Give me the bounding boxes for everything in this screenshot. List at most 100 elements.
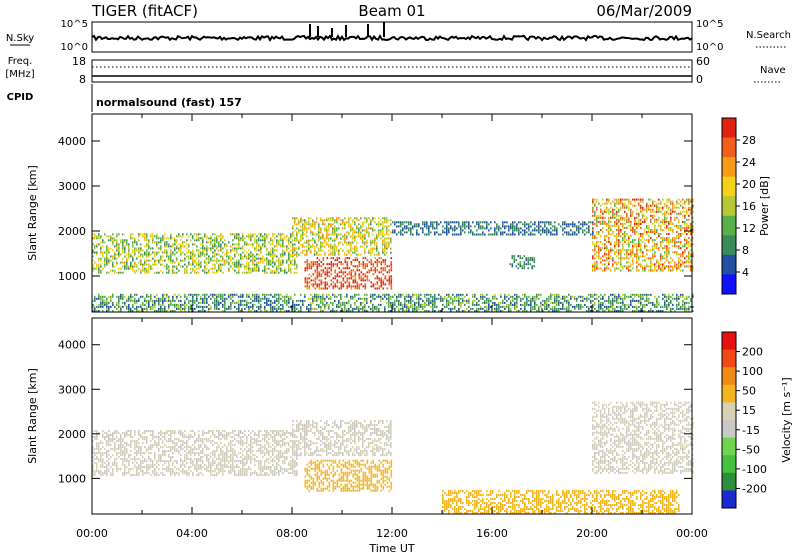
power-strong_echo-cell-44: [315, 279, 317, 281]
power-weak_band-cell-46: [414, 223, 416, 225]
power-band_west-cell-342: [158, 252, 160, 254]
power-weak_band-cell-268: [528, 227, 530, 229]
power-ground_scatter-cell-1159: [546, 308, 548, 310]
power-band_evening-cell-374: [630, 270, 632, 272]
power-band_west-cell-508: [192, 256, 194, 258]
power-strong_echo-cell-83: [323, 271, 325, 273]
power-ground_scatter-cell-329: [218, 304, 220, 306]
power-band_evening-cell-73: [598, 231, 600, 233]
power-band_west-cell-768: [240, 258, 242, 260]
power-ground_scatter-cell-1100: [522, 298, 524, 300]
power-band_evening-cell-222: [614, 199, 616, 201]
power-strong_echo-cell-3: [305, 277, 307, 279]
power-ground_scatter-cell-671: [354, 302, 356, 304]
power-band_center-cell-292: [346, 238, 348, 240]
power-weak_band-cell-355: [572, 223, 574, 225]
power-weak_band-cell-76: [430, 225, 432, 227]
power-band_evening-cell-274: [620, 261, 622, 263]
power-weak_band-cell-373: [582, 229, 584, 231]
power-band_evening-cell-910: [686, 233, 688, 235]
power-ground_scatter-cell-498: [282, 308, 284, 310]
power-band_west-cell-720: [232, 258, 234, 260]
power-band_west-cell-57: [102, 241, 104, 243]
power-band_center-cell-121: [314, 246, 316, 248]
power-band_west-cell-14: [94, 247, 96, 249]
power-band_west-cell-222: [134, 237, 136, 239]
power-band_west-cell-417: [172, 237, 174, 239]
power-band_center-cell-170: [322, 219, 324, 221]
power-weak_band-cell-19: [402, 234, 404, 236]
power-ground_scatter-cell-515: [288, 306, 290, 308]
power-band_evening-cell-472: [638, 203, 640, 205]
power-ground_scatter-cell-1233: [570, 296, 572, 298]
power-weak_band-cell-52: [418, 234, 420, 236]
power-band_center-cell-58: [302, 231, 304, 233]
power-band_evening-cell-330: [624, 203, 626, 205]
power-ground_scatter-cell-955: [462, 298, 464, 300]
power-ground_scatter-cell-379: [238, 304, 240, 306]
power-band_west-cell-416: [172, 243, 174, 245]
power-ground_scatter-cell-373: [236, 308, 238, 310]
power-band_west-cell-876: [258, 249, 260, 251]
power-band_center-cell-508: [388, 246, 390, 248]
power-band_west-cell-191: [130, 264, 132, 266]
power-band_center-cell-393: [366, 240, 368, 242]
power-weak_band-cell-316: [550, 223, 552, 225]
power-band_west-cell-237: [138, 239, 140, 241]
power-band_west-cell-518: [194, 262, 196, 264]
power-band_evening-cell-17: [592, 203, 594, 205]
power-ground_scatter-cell-315: [214, 304, 216, 306]
power-band_west-cell-1063: [290, 241, 292, 243]
power-ground_scatter-cell-254: [190, 300, 192, 302]
power-ground_scatter-cell-163: [156, 300, 158, 302]
power-strong_echo-cell-64: [319, 283, 321, 285]
power-band_west-cell-26: [96, 237, 98, 239]
power-strong_echo-cell-176: [347, 285, 349, 287]
power-ground_scatter-cell-177: [160, 298, 162, 300]
power-ground_scatter-cell-727: [378, 304, 380, 306]
power-ground_scatter-cell-144: [148, 296, 150, 298]
power-ground_scatter-cell-318: [214, 298, 216, 300]
power-weak_band-cell-7: [396, 234, 398, 236]
power-band_center-cell-27: [296, 227, 298, 229]
power-band_west-cell-937: [270, 264, 272, 266]
power-band_evening-cell-66: [598, 253, 600, 255]
power-band_evening-cell-181: [610, 229, 612, 231]
power-ytick-label-3: 4000: [58, 135, 86, 148]
power-band_evening-cell-473: [638, 199, 640, 201]
power-ground_scatter-cell-545: [302, 304, 304, 306]
power-band_west-cell-871: [258, 268, 260, 270]
power-ground_scatter-cell-1047: [500, 294, 502, 296]
power-band_west-cell-455: [180, 239, 182, 241]
power-band_evening-cell-861: [680, 227, 682, 229]
power-band_evening-cell-578: [650, 205, 652, 207]
power-ground_scatter-cell-139: [146, 294, 148, 296]
power-band_evening-cell-701: [664, 245, 666, 247]
power-ground_scatter-cell-81: [124, 304, 126, 306]
power-band_west-cell-504: [192, 264, 194, 266]
power-band_center-cell-34: [298, 240, 300, 242]
power-ground_scatter-cell-663: [350, 298, 352, 300]
power-band_evening-cell-663: [660, 245, 662, 247]
power-ground_scatter-cell-863: [426, 294, 428, 296]
power-band_west-cell-47: [100, 247, 102, 249]
power-ground_scatter-cell-658: [348, 302, 350, 304]
power-ground_scatter-cell-1096: [520, 300, 522, 302]
power-ground_scatter-cell-432: [258, 302, 260, 304]
power-band_center-cell-505: [386, 221, 388, 223]
power-weak_band-cell-340: [564, 221, 566, 223]
power-band_evening-cell-680: [662, 257, 664, 259]
power-band_center-cell-26: [296, 231, 298, 233]
power-weak_band-cell-231: [512, 231, 514, 233]
power-ground_scatter-cell-801: [406, 300, 408, 302]
power-ground_scatter-cell-481: [276, 308, 278, 310]
power-ground_scatter-cell-1140: [536, 296, 538, 298]
power-ground_scatter-cell-1525: [688, 306, 690, 308]
power-band_center-cell-130: [316, 252, 318, 254]
power-band_center-cell-55: [302, 238, 304, 240]
power-ground_scatter-cell-702: [366, 298, 368, 300]
power-band_center-cell-254: [336, 217, 338, 219]
power-band_west-cell-174: [126, 258, 128, 260]
power-ground_scatter-cell-991: [480, 308, 482, 310]
power-band_west-cell-758: [238, 247, 240, 249]
